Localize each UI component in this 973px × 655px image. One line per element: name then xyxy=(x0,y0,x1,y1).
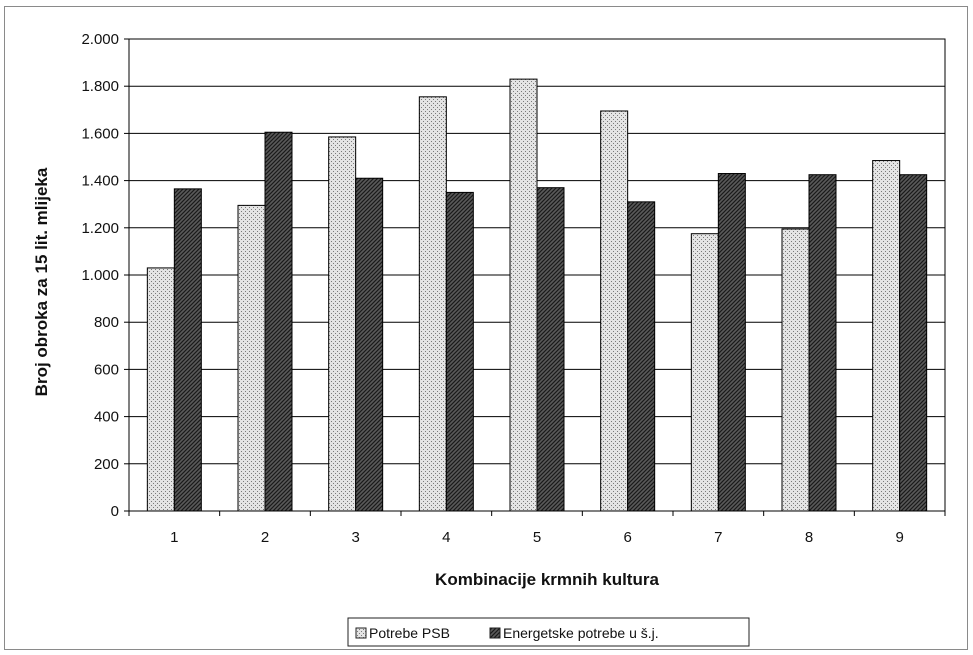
bar-chart: 0 200 400 600 800 1.000 1.200 1.400 1.600 1.800 2.… xyxy=(32,31,946,647)
x-tick-label: 3 xyxy=(351,529,359,546)
legend-label-potrebe-psb: Potrebe PSB xyxy=(369,625,450,641)
legend-swatch-potrebe-psb xyxy=(355,627,367,639)
axes xyxy=(128,38,946,516)
bar-energetske-potrebe xyxy=(264,131,293,512)
bar-potrebe-psb xyxy=(872,160,901,512)
bar-potrebe-psb xyxy=(781,228,810,512)
x-tick-label: 1 xyxy=(170,529,178,546)
x-tick-label: 7 xyxy=(714,529,722,546)
x-tick-labels: 1 2 3 4 5 6 7 8 9 xyxy=(170,529,904,546)
legend-box xyxy=(347,617,750,647)
bar-energetske-potrebe xyxy=(445,191,474,512)
bar-potrebe-psb xyxy=(600,110,629,512)
y-tick-label: 2.000 xyxy=(81,31,119,48)
bar-potrebe-psb xyxy=(237,204,266,512)
y-tick-labels: 0 200 400 600 800 1.000 1.200 1.400 1.600 1.800 2.… xyxy=(81,31,119,520)
bar-potrebe-psb xyxy=(509,78,538,512)
bar-potrebe-psb xyxy=(328,136,357,512)
legend: Potrebe PSB Energetske potrebe u š.j. xyxy=(347,617,750,647)
bar-energetske-potrebe xyxy=(355,177,384,512)
y-tick-label: 200 xyxy=(94,456,119,473)
y-tick-label: 1.200 xyxy=(81,220,119,237)
plot-border xyxy=(128,38,946,512)
bar-energetske-potrebe xyxy=(627,201,656,512)
y-axis-title: Broj obroka za 15 lit. mlijeka xyxy=(32,167,51,396)
y-tick-label: 0 xyxy=(111,503,119,520)
y-tick-label: 1.000 xyxy=(81,267,119,284)
legend-swatch-energetske-potrebe xyxy=(489,627,501,639)
y-tick-label: 400 xyxy=(94,409,119,426)
x-tick-label: 9 xyxy=(895,529,903,546)
bar-energetske-potrebe xyxy=(536,187,565,512)
bar-potrebe-psb xyxy=(690,233,719,512)
x-tick-label: 6 xyxy=(623,529,631,546)
y-tick-label: 800 xyxy=(94,314,119,331)
x-tick-label: 2 xyxy=(261,529,269,546)
y-tick-label: 600 xyxy=(94,361,119,378)
chart-frame: 0 200 400 600 800 1.000 1.200 1.400 1.600 1.800 2.… xyxy=(4,6,968,650)
bar-energetske-potrebe xyxy=(173,188,202,512)
legend-label-energetske-potrebe: Energetske potrebe u š.j. xyxy=(503,625,659,641)
x-axis-title: Kombinacije krmnih kultura xyxy=(435,570,659,589)
y-tick-label: 1.800 xyxy=(81,78,119,95)
x-tick-label: 8 xyxy=(805,529,813,546)
y-tick-label: 1.400 xyxy=(81,173,119,190)
bar-energetske-potrebe xyxy=(899,174,928,512)
x-tick-label: 5 xyxy=(533,529,541,546)
bar-energetske-potrebe xyxy=(717,173,746,512)
bar-potrebe-psb xyxy=(418,96,447,512)
bar-potrebe-psb xyxy=(146,267,175,512)
x-tick-label: 4 xyxy=(442,529,450,546)
bar-energetske-potrebe xyxy=(808,174,837,512)
y-tick-label: 1.600 xyxy=(81,125,119,142)
bars xyxy=(146,78,928,512)
